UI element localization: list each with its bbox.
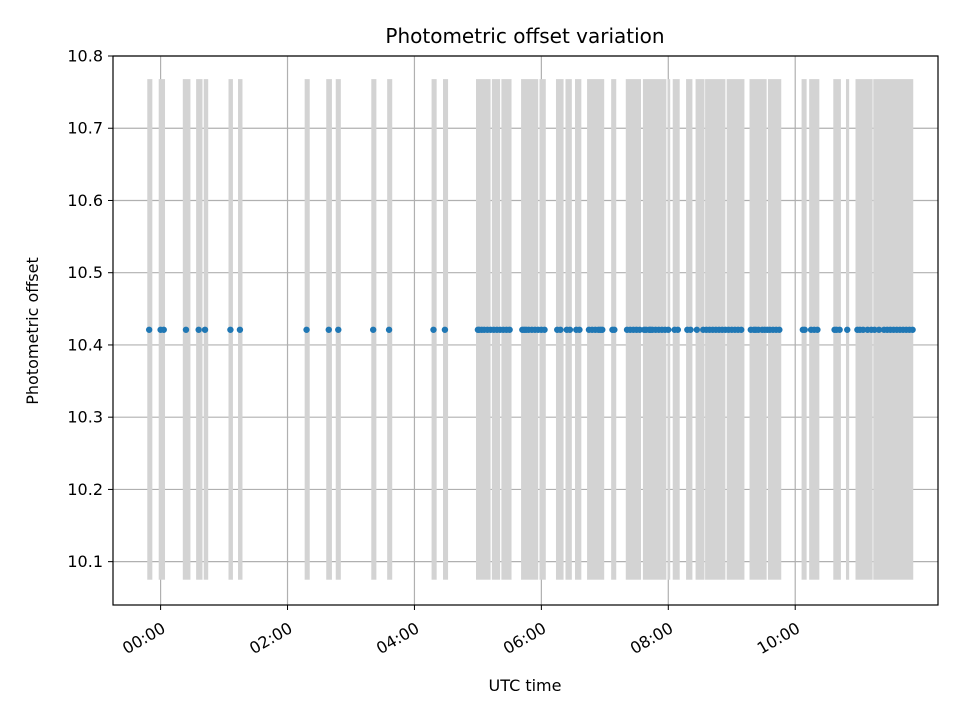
data-point [599, 326, 606, 333]
y-tick-label: 10.2 [67, 480, 103, 499]
plot-frame [112, 55, 939, 606]
data-point [541, 326, 548, 333]
y-tick-label: 10.1 [67, 552, 103, 571]
data-point [844, 326, 851, 333]
data-point [506, 326, 513, 333]
data-point [430, 326, 437, 333]
data-point [236, 326, 244, 333]
y-tick-label: 10.3 [67, 408, 103, 427]
data-point [859, 326, 867, 333]
y-axis-ticks: 10.1 10.2 10.3 10.4 10.5 10.6 10.7 10.8 [67, 47, 113, 571]
data-point [227, 326, 234, 333]
data-point [385, 326, 393, 333]
y-axis-label: Photometric offset [23, 257, 42, 405]
data-point [325, 326, 332, 333]
y-tick-label: 10.5 [67, 263, 103, 282]
data-point [160, 326, 167, 333]
data-point [566, 326, 574, 333]
chart-title: Photometric offset variation [385, 24, 664, 48]
data-point [182, 326, 190, 333]
data-point [557, 326, 564, 333]
data-point [875, 326, 883, 333]
y-tick-label: 10.7 [67, 119, 103, 138]
data-point [674, 326, 682, 333]
data-point [369, 326, 377, 333]
data-point [201, 326, 209, 333]
data-point [665, 326, 672, 333]
data-point [636, 326, 643, 333]
data-point [801, 326, 808, 333]
point-layer [145, 326, 916, 333]
data-point [776, 326, 783, 333]
data-point [611, 326, 618, 333]
data-point [335, 326, 342, 333]
data-point [303, 326, 310, 333]
y-tick-label: 10.8 [67, 47, 103, 66]
x-axis-label: UTC time [489, 676, 562, 695]
data-point [687, 326, 694, 333]
data-point [576, 326, 583, 333]
y-tick-label: 10.6 [67, 191, 103, 210]
data-point [145, 326, 153, 333]
data-point [909, 326, 916, 333]
data-point [195, 326, 202, 333]
data-point [871, 326, 878, 333]
data-point [836, 326, 843, 333]
y-tick-label: 10.4 [67, 335, 103, 354]
data-point [814, 326, 821, 333]
data-point [693, 326, 701, 333]
data-point [441, 326, 449, 333]
data-point [738, 326, 745, 333]
